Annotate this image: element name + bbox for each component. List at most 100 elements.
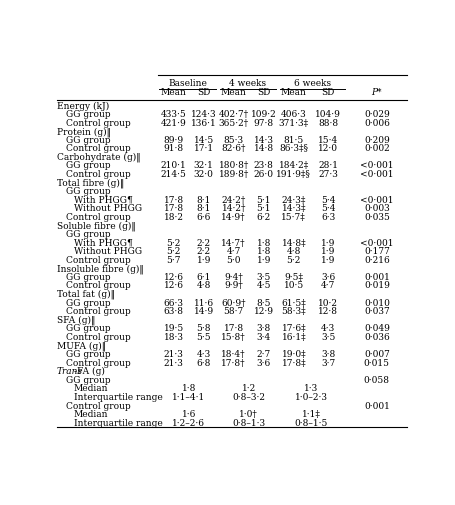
Text: <0·001: <0·001	[359, 238, 393, 247]
Text: 6·1: 6·1	[196, 272, 210, 281]
Text: 0·007: 0·007	[363, 349, 389, 359]
Text: 58·3‡: 58·3‡	[281, 307, 305, 316]
Text: Trans: Trans	[57, 367, 83, 376]
Text: 19·5: 19·5	[163, 324, 183, 333]
Text: 1·9: 1·9	[320, 256, 335, 264]
Text: 0·8–3·2: 0·8–3·2	[232, 392, 265, 401]
Text: Control group: Control group	[66, 332, 130, 341]
Text: GG group: GG group	[66, 187, 110, 196]
Text: 17·1: 17·1	[193, 144, 213, 153]
Text: 18·4†: 18·4†	[221, 349, 245, 359]
Text: 1·8: 1·8	[181, 384, 195, 392]
Text: 15·7‡: 15·7‡	[281, 213, 305, 222]
Text: GG group: GG group	[66, 135, 110, 144]
Text: 4·8: 4·8	[286, 247, 300, 256]
Text: 9·5‡: 9·5‡	[283, 272, 303, 281]
Text: GG group: GG group	[66, 161, 110, 170]
Text: 86·3‡§: 86·3‡§	[278, 144, 308, 153]
Text: 27·3: 27·3	[318, 170, 338, 179]
Text: MUFA (g)‖: MUFA (g)‖	[57, 340, 106, 350]
Text: With PHGG¶: With PHGG¶	[74, 195, 132, 205]
Text: 189·8†: 189·8†	[218, 170, 248, 179]
Text: 4 weeks: 4 weeks	[229, 79, 266, 88]
Text: 85·3: 85·3	[223, 135, 243, 144]
Text: 91·8: 91·8	[163, 144, 183, 153]
Text: <0·001: <0·001	[359, 170, 393, 179]
Text: Carbohydrate (g)‖: Carbohydrate (g)‖	[57, 153, 140, 162]
Text: 60·9†: 60·9†	[221, 298, 245, 307]
Text: 6·6: 6·6	[196, 213, 210, 222]
Text: 0·8–1·3: 0·8–1·3	[232, 418, 265, 427]
Text: 0·010: 0·010	[363, 298, 389, 307]
Text: 1·9: 1·9	[256, 256, 270, 264]
Text: Control group: Control group	[66, 307, 130, 316]
Text: 5·2: 5·2	[166, 247, 181, 256]
Text: GG group: GG group	[66, 110, 110, 119]
Text: SD: SD	[257, 88, 270, 97]
Text: Control group: Control group	[66, 400, 130, 410]
Text: 14·3: 14·3	[253, 135, 273, 144]
Text: 0·001: 0·001	[363, 400, 389, 410]
Text: 66·3: 66·3	[163, 298, 183, 307]
Text: 0·037: 0·037	[363, 307, 389, 316]
Text: Control group: Control group	[66, 213, 130, 222]
Text: Control group: Control group	[66, 256, 130, 264]
Text: 5·8: 5·8	[196, 324, 211, 333]
Text: 9·4†: 9·4†	[224, 272, 243, 281]
Text: 12·6: 12·6	[163, 272, 183, 281]
Text: 4·3: 4·3	[196, 349, 210, 359]
Text: 1·8: 1·8	[256, 238, 270, 247]
Text: 421·9: 421·9	[161, 118, 186, 127]
Text: 5·7: 5·7	[166, 256, 181, 264]
Text: GG group: GG group	[66, 349, 110, 359]
Text: 0·003: 0·003	[363, 204, 389, 213]
Text: Control group: Control group	[66, 358, 130, 367]
Text: 16·1‡: 16·1‡	[281, 332, 305, 341]
Text: 406·3: 406·3	[280, 110, 306, 119]
Text: 3·6: 3·6	[256, 358, 270, 367]
Text: 17·8†: 17·8†	[221, 358, 245, 367]
Text: Mean: Mean	[220, 88, 246, 97]
Text: P*: P*	[371, 88, 381, 97]
Text: 0·177: 0·177	[363, 247, 389, 256]
Text: 1·0–2·3: 1·0–2·3	[294, 392, 327, 401]
Text: SD: SD	[197, 88, 210, 97]
Text: Soluble fibre (g)‖: Soluble fibre (g)‖	[57, 221, 136, 230]
Text: 97·8: 97·8	[253, 118, 273, 127]
Text: 8·5: 8·5	[256, 298, 270, 307]
Text: 8·1: 8·1	[196, 195, 210, 205]
Text: GG group: GG group	[66, 324, 110, 333]
Text: 23·8: 23·8	[253, 161, 273, 170]
Text: 88·8: 88·8	[318, 118, 338, 127]
Text: 4·8: 4·8	[196, 281, 210, 290]
Text: 0·029: 0·029	[363, 110, 389, 119]
Text: Control group: Control group	[66, 118, 130, 127]
Text: Control group: Control group	[66, 281, 130, 290]
Text: 4·3: 4·3	[320, 324, 334, 333]
Text: 0·006: 0·006	[363, 118, 389, 127]
Text: 5·2: 5·2	[166, 238, 181, 247]
Text: 61·5‡: 61·5‡	[281, 298, 305, 307]
Text: 1·9: 1·9	[320, 247, 335, 256]
Text: 0·035: 0·035	[363, 213, 389, 222]
Text: 0·209: 0·209	[363, 135, 389, 144]
Text: SD: SD	[321, 88, 334, 97]
Text: Median: Median	[74, 409, 108, 418]
Text: 5·4: 5·4	[320, 195, 335, 205]
Text: GG group: GG group	[66, 272, 110, 281]
Text: 0·002: 0·002	[363, 144, 389, 153]
Text: Energy (kJ): Energy (kJ)	[57, 101, 109, 110]
Text: 3·5: 3·5	[320, 332, 335, 341]
Text: Interquartile range: Interquartile range	[74, 392, 162, 401]
Text: 18·2: 18·2	[163, 213, 183, 222]
Text: 1·8: 1·8	[256, 247, 270, 256]
Text: 1·2: 1·2	[241, 384, 255, 392]
Text: Baseline: Baseline	[168, 79, 207, 88]
Text: GG group: GG group	[66, 230, 110, 238]
Text: -FA (g): -FA (g)	[73, 367, 104, 376]
Text: 109·2: 109·2	[250, 110, 276, 119]
Text: 11·6: 11·6	[193, 298, 213, 307]
Text: Without PHGG: Without PHGG	[74, 247, 142, 256]
Text: 104·9: 104·9	[314, 110, 340, 119]
Text: 1·9: 1·9	[320, 238, 335, 247]
